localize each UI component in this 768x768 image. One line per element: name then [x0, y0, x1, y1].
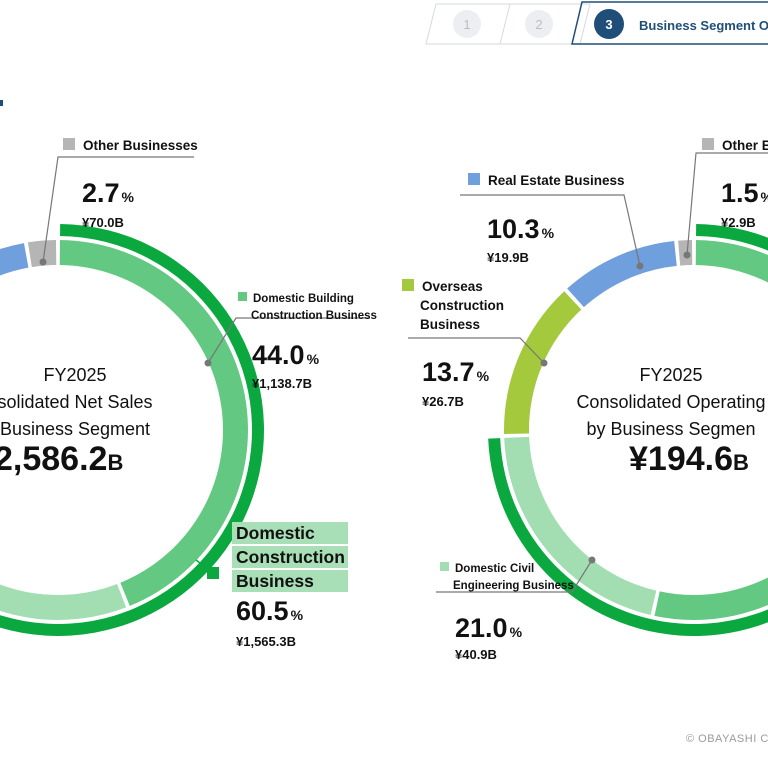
leader-other-left [42, 156, 194, 263]
nav-active-label[interactable]: Business Segment Ove [639, 18, 768, 33]
leader-dot [588, 556, 596, 564]
copyright: © OBAYASHI CO [686, 733, 768, 745]
left-domestic-construction-value: ¥1,565.3B [236, 634, 296, 649]
leader-other-right [686, 152, 768, 256]
step-nav: 1 2 3 Business Segment Ove [425, 1, 768, 45]
donut-chart-net-sales [0, 224, 264, 636]
right-real-estate-percent: 10.3% [487, 214, 555, 244]
title-accent-mark [0, 100, 3, 106]
slice-real-estate-business [567, 241, 677, 308]
slice-domestic-civil-engineering-business [0, 584, 127, 620]
leader-dot [204, 359, 212, 367]
nav-step-3-circle[interactable] [594, 9, 624, 39]
right-other-value: ¥2.9B [721, 215, 756, 230]
leader-dot [683, 251, 691, 259]
slice-real-estate-business [0, 243, 29, 276]
left-domestic-construction-percent: 60.5% [236, 596, 304, 626]
right-real-estate-label: Real Estate Business [468, 171, 625, 190]
nav-step-1-circle[interactable] [453, 10, 481, 38]
legend-swatch-other-right [702, 138, 714, 151]
right-total: ¥194.6B [629, 440, 749, 478]
left-building-label: Domestic Building Construction Business [238, 291, 377, 325]
leader-civil-right [436, 559, 593, 593]
nav-step-2-number: 2 [535, 17, 542, 32]
legend-swatch-domestic-building [238, 292, 247, 302]
left-other-value: ¥70.0B [82, 215, 124, 230]
left-building-value: ¥1,138.7B [252, 376, 312, 391]
right-overseas-value: ¥26.7B [422, 394, 464, 409]
left-building-percent: 44.0% [252, 340, 320, 370]
right-civil-value: ¥40.9B [455, 647, 497, 662]
right-overseas-label: Overseas Construction Business [402, 277, 504, 334]
left-other-percent: 2.7% [82, 178, 134, 208]
leader-dot [540, 359, 548, 367]
left-domestic-construction-label: Domestic Construction Business [232, 522, 348, 594]
leader-building-left [207, 317, 370, 364]
leader-dot [636, 262, 644, 270]
domestic-construction-marker [207, 567, 219, 579]
right-other-percent: 1.5% [721, 178, 768, 208]
leader-dots [39, 251, 691, 564]
nav-step-1-number: 1 [463, 17, 470, 32]
left-other-label: Other Businesses [63, 136, 198, 155]
nav-step-2-circle[interactable] [525, 10, 553, 38]
leader-dot [39, 258, 47, 266]
right-civil-percent: 21.0% [455, 613, 523, 643]
left-center-text: FY2025 solidated Net Sales Business Segm… [0, 365, 153, 439]
left-total: 2,586.2B [0, 440, 124, 478]
leader-lines [42, 152, 768, 593]
slice-other-businesses [27, 240, 57, 268]
nav-step-3-tab-border [571, 1, 768, 45]
nav-step-3-number: 3 [605, 17, 612, 32]
legend-swatch-real-estate [468, 173, 480, 186]
legend-swatch-other [63, 138, 75, 151]
right-real-estate-value: ¥19.9B [487, 250, 529, 265]
right-overseas-percent: 13.7% [422, 357, 490, 387]
right-center-text: FY2025 Consolidated Operating by Busines… [576, 365, 766, 439]
leader-real-estate-right [460, 194, 641, 267]
legend-swatch-domestic-civil [440, 562, 449, 572]
slice-domestic-building-construction-business [59, 240, 249, 606]
legend-swatch-overseas [402, 279, 414, 292]
right-other-label: Other B [702, 136, 768, 155]
leader-overseas-right [408, 337, 545, 364]
right-civil-label: Domestic Civil Engineering Business [440, 561, 574, 595]
